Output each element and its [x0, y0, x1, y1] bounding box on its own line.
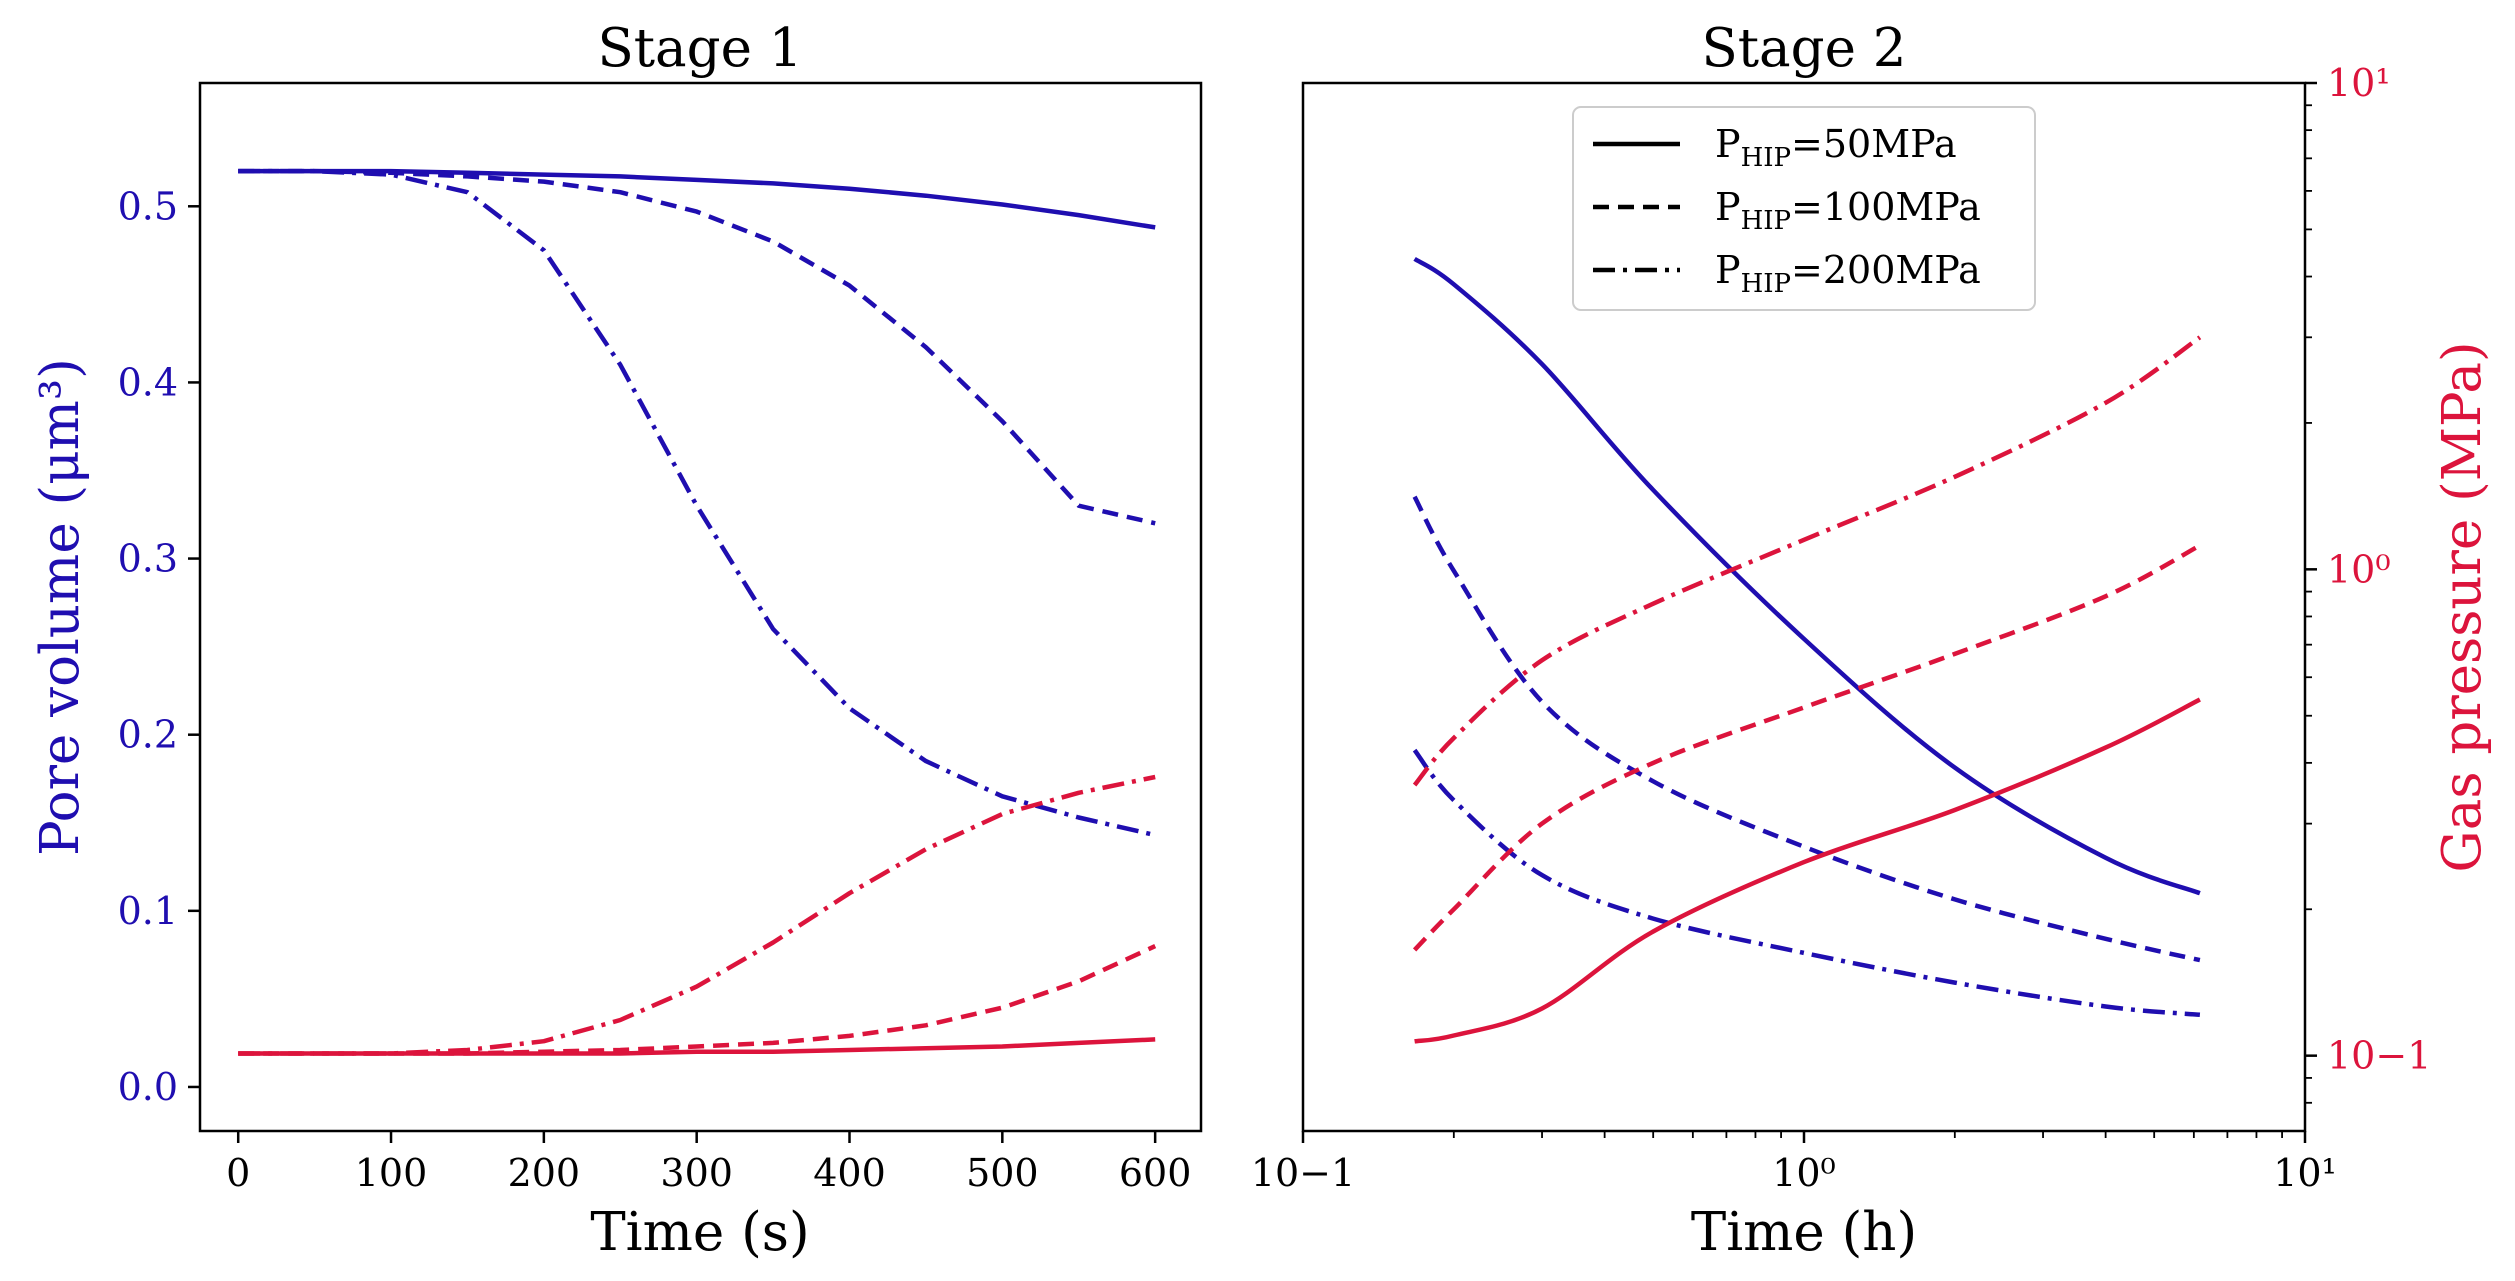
stage2-series-3 — [1414, 697, 2201, 1044]
stage2-series-4 — [1412, 543, 2201, 952]
stage2-lines — [1412, 256, 2202, 1044]
stage1-x-tick-label: 500 — [966, 1151, 1039, 1195]
stage2-y-tick-label: 10⁰ — [2327, 547, 2391, 591]
legend-entries: PHIP=50MPa PHIP=100MPa PHIP=200MPa — [1593, 122, 1981, 299]
stage1-y-tick-label: 0.0 — [118, 1065, 178, 1109]
stage2-series-0 — [1413, 256, 2201, 896]
stage1-x-tick-label: 0 — [226, 1151, 250, 1195]
legend-box — [1572, 106, 2036, 311]
stage2-series-2 — [1412, 748, 2201, 1018]
stage1-y-tick-label: 0.1 — [118, 889, 178, 933]
stage1-series-0 — [238, 168, 1156, 230]
legend-label: PHIP=50MPa — [1715, 122, 1957, 173]
stage1-y-tick-label: 0.4 — [118, 360, 178, 404]
stage1-y-tick-label: 0.3 — [118, 537, 178, 581]
stage1-x-ticks: 0 100 200 300 400 500 600 — [226, 1131, 1191, 1195]
stage2-x-tick-label: 10−1 — [1251, 1151, 1355, 1195]
stage2-y-label-right: Gas pressure (MPa) — [2432, 341, 2493, 872]
stage1-plot-frame — [198, 81, 1203, 1133]
legend: PHIP=50MPa PHIP=100MPa PHIP=200MPa — [1572, 106, 2036, 311]
stage2-series-5 — [1412, 335, 2202, 787]
stage1-x-tick-label: 600 — [1119, 1151, 1192, 1195]
stage2-series-1 — [1412, 495, 2201, 963]
stage1-series-5 — [238, 774, 1156, 1056]
stage1-series-2 — [238, 168, 1156, 838]
stage1-x-label: Time (s) — [590, 1202, 809, 1263]
stage2-panel: Stage 2 10−1 10⁰ 10¹ 10−1 10⁰ 10¹ Time (h) G… — [1251, 18, 2493, 1263]
stage1-lines — [238, 168, 1157, 1056]
stage2-right-y-ticks: 10−1 10⁰ 10¹ — [2305, 61, 2431, 1104]
stage2-x-ticks: 10−1 10⁰ 10¹ — [1251, 1131, 2337, 1195]
stage1-x-tick-label: 100 — [355, 1151, 428, 1195]
stage1-y-tick-label: 0.2 — [118, 713, 178, 757]
stage1-y-label: Pore volume (μm³) — [30, 358, 91, 856]
stage2-x-tick-label: 10⁰ — [1772, 1151, 1836, 1195]
stage1-y-ticks: 0.0 0.1 0.2 0.3 0.4 0.5 — [118, 184, 200, 1109]
stage2-x-tick-label: 10¹ — [2273, 1151, 2337, 1195]
stage2-x-label: Time (h) — [1691, 1202, 1917, 1263]
stage1-panel: Stage 1 0 100 200 300 400 500 600 0.0 0.1 0.2 0.3… — [30, 18, 1203, 1263]
stage2-title: Stage 2 — [1701, 18, 1906, 79]
legend-label: PHIP=200MPa — [1715, 248, 1981, 299]
stage1-series-1 — [238, 168, 1156, 526]
legend-label: PHIP=100MPa — [1715, 185, 1981, 236]
stage1-x-tick-label: 400 — [813, 1151, 886, 1195]
stage2-y-tick-label: 10¹ — [2327, 61, 2391, 105]
stage1-series-4 — [238, 944, 1157, 1056]
stage1-title: Stage 1 — [597, 18, 802, 79]
stage1-y-tick-label: 0.5 — [118, 184, 178, 228]
stage1-x-tick-label: 200 — [508, 1151, 581, 1195]
stage2-y-tick-label: 10−1 — [2327, 1034, 2431, 1078]
stage1-x-tick-label: 300 — [660, 1151, 733, 1195]
